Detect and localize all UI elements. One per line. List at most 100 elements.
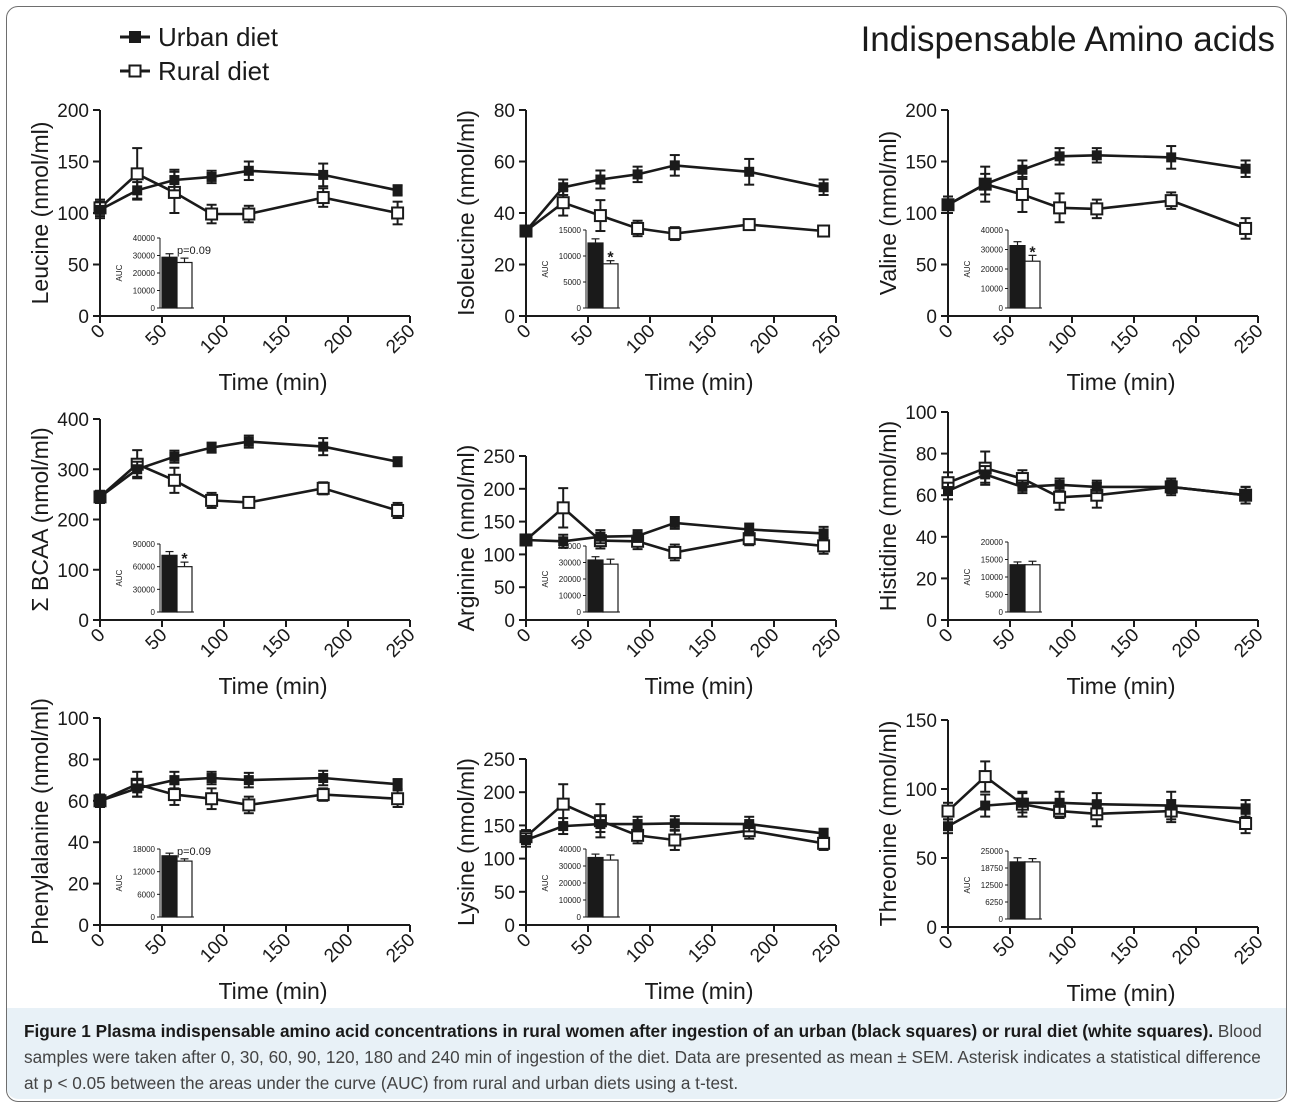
data-point — [391, 206, 405, 220]
data-point — [980, 800, 991, 811]
data-point — [1166, 152, 1177, 163]
x-tick-label: 250 — [1230, 932, 1267, 969]
y-tick-label: 60 — [68, 792, 89, 813]
inset-y-tick-label: 30000 — [133, 252, 156, 261]
x-tick-label: 150 — [1106, 932, 1143, 969]
data-point — [1239, 817, 1253, 830]
data-point — [1091, 481, 1102, 492]
inset-y-tick-label: 15000 — [981, 556, 1004, 565]
x-tick-label: 100 — [622, 625, 659, 662]
x-tick-label: 150 — [1106, 321, 1143, 358]
x-tick-label: 250 — [808, 930, 845, 967]
chart-panel: 0 20 40 60 80 100 0 50 100 150 200 250 Time (min) Phe… — [27, 698, 420, 1004]
y-tick-label: 50 — [916, 849, 937, 870]
x-tick-label: 50 — [568, 930, 598, 960]
inset-bar-urban — [161, 554, 178, 613]
data-point — [668, 545, 682, 559]
x-tick-label: 250 — [382, 625, 419, 662]
y-tick-label: 0 — [926, 307, 937, 328]
data-point — [943, 486, 953, 497]
chart-panel: 0 50 100 150 200 250 0 50 100 150 200 250 Time (min)… — [453, 750, 846, 1004]
inset-y-axis-label: AUC — [115, 569, 124, 586]
x-tick-label: 50 — [990, 321, 1020, 351]
data-point — [1015, 187, 1029, 201]
data-point — [818, 828, 829, 839]
y-tick-label: 200 — [483, 480, 515, 501]
data-point — [132, 464, 143, 475]
inset-y-tick-label: 5000 — [985, 591, 1003, 600]
y-tick-label: 300 — [57, 460, 89, 481]
data-point — [130, 167, 144, 181]
y-tick-label: 200 — [57, 511, 89, 532]
x-tick-label: 50 — [142, 625, 172, 655]
data-point — [943, 821, 953, 832]
y-tick-label: 100 — [57, 709, 89, 730]
data-point — [632, 531, 643, 542]
chart-panel: 0 50 100 150 200 0 50 100 150 200 250 Time (min) Val… — [875, 101, 1268, 395]
data-point — [1091, 150, 1102, 161]
inset-bar-rural — [176, 261, 193, 309]
x-tick-label: 150 — [258, 930, 295, 967]
y-tick-label: 250 — [483, 447, 515, 468]
inset-y-tick-label: 10000 — [559, 896, 582, 905]
inset-annotation: * — [1029, 244, 1036, 261]
data-point — [167, 473, 181, 487]
x-tick-label: 250 — [382, 321, 419, 358]
data-point — [556, 196, 570, 210]
data-point — [1017, 164, 1028, 175]
data-point — [556, 501, 570, 515]
data-point — [595, 174, 606, 185]
data-point — [132, 185, 143, 196]
caption-background — [7, 1008, 1286, 1099]
x-tick-label: 0 — [935, 321, 957, 343]
x-tick-label: 150 — [258, 321, 295, 358]
x-tick-label: 200 — [746, 930, 783, 967]
y-tick-label: 80 — [68, 750, 89, 771]
legend-item-rural: Rural diet — [118, 56, 269, 86]
x-tick-label: 150 — [684, 930, 721, 967]
y-tick-label: 20 — [494, 256, 515, 277]
chart-panel: 0 100 200 300 400 0 50 100 150 200 250 Time (min) Σ … — [27, 410, 420, 699]
inset-bar-rural — [176, 566, 193, 613]
auc-inset: 0 10000 20000 30000 40000 AUC p=0.09 — [115, 234, 211, 313]
inset-y-axis-label: AUC — [963, 568, 972, 585]
x-tick-label: 50 — [568, 321, 598, 351]
y-tick-label: 0 — [926, 918, 937, 939]
data-point — [593, 209, 607, 223]
data-point — [595, 819, 606, 830]
data-point — [668, 227, 682, 241]
inset-y-tick-label: 0 — [999, 915, 1004, 924]
inset-bar-urban — [587, 559, 604, 613]
inset-y-axis-label: AUC — [963, 260, 972, 277]
inset-y-tick-label: 6250 — [985, 898, 1003, 907]
legend-item-urban: Urban diet — [118, 22, 278, 52]
auc-inset: 0 5000 10000 15000 AUC * — [541, 226, 620, 313]
inset-y-axis-label: AUC — [963, 876, 972, 893]
series-rural — [93, 449, 405, 519]
data-point — [632, 819, 643, 830]
y-tick-label: 100 — [483, 545, 515, 566]
data-point — [817, 836, 831, 850]
inset-y-tick-label: 0 — [577, 913, 582, 922]
inset-y-tick-label: 18000 — [133, 845, 156, 854]
y-tick-label: 0 — [504, 916, 515, 937]
y-tick-label: 0 — [504, 611, 515, 632]
data-point — [1017, 481, 1028, 492]
data-point — [744, 819, 755, 830]
y-tick-label: 200 — [483, 783, 515, 804]
y-tick-label: 100 — [57, 204, 89, 225]
inset-y-tick-label: 12000 — [133, 868, 156, 877]
y-tick-label: 150 — [483, 513, 515, 534]
data-point — [1054, 151, 1065, 162]
y-axis-label: Threonine (nmol/ml) — [875, 721, 901, 927]
series-urban — [943, 790, 1251, 835]
y-axis-label: Isoleucine (nmol/ml) — [453, 110, 479, 316]
data-point — [1166, 481, 1177, 492]
data-point — [817, 539, 831, 553]
y-tick-label: 40 — [68, 833, 89, 854]
inset-annotation: * — [181, 551, 188, 568]
data-point — [943, 199, 953, 210]
x-tick-label: 150 — [684, 321, 721, 358]
y-tick-label: 200 — [905, 101, 937, 122]
y-tick-label: 80 — [916, 445, 937, 466]
